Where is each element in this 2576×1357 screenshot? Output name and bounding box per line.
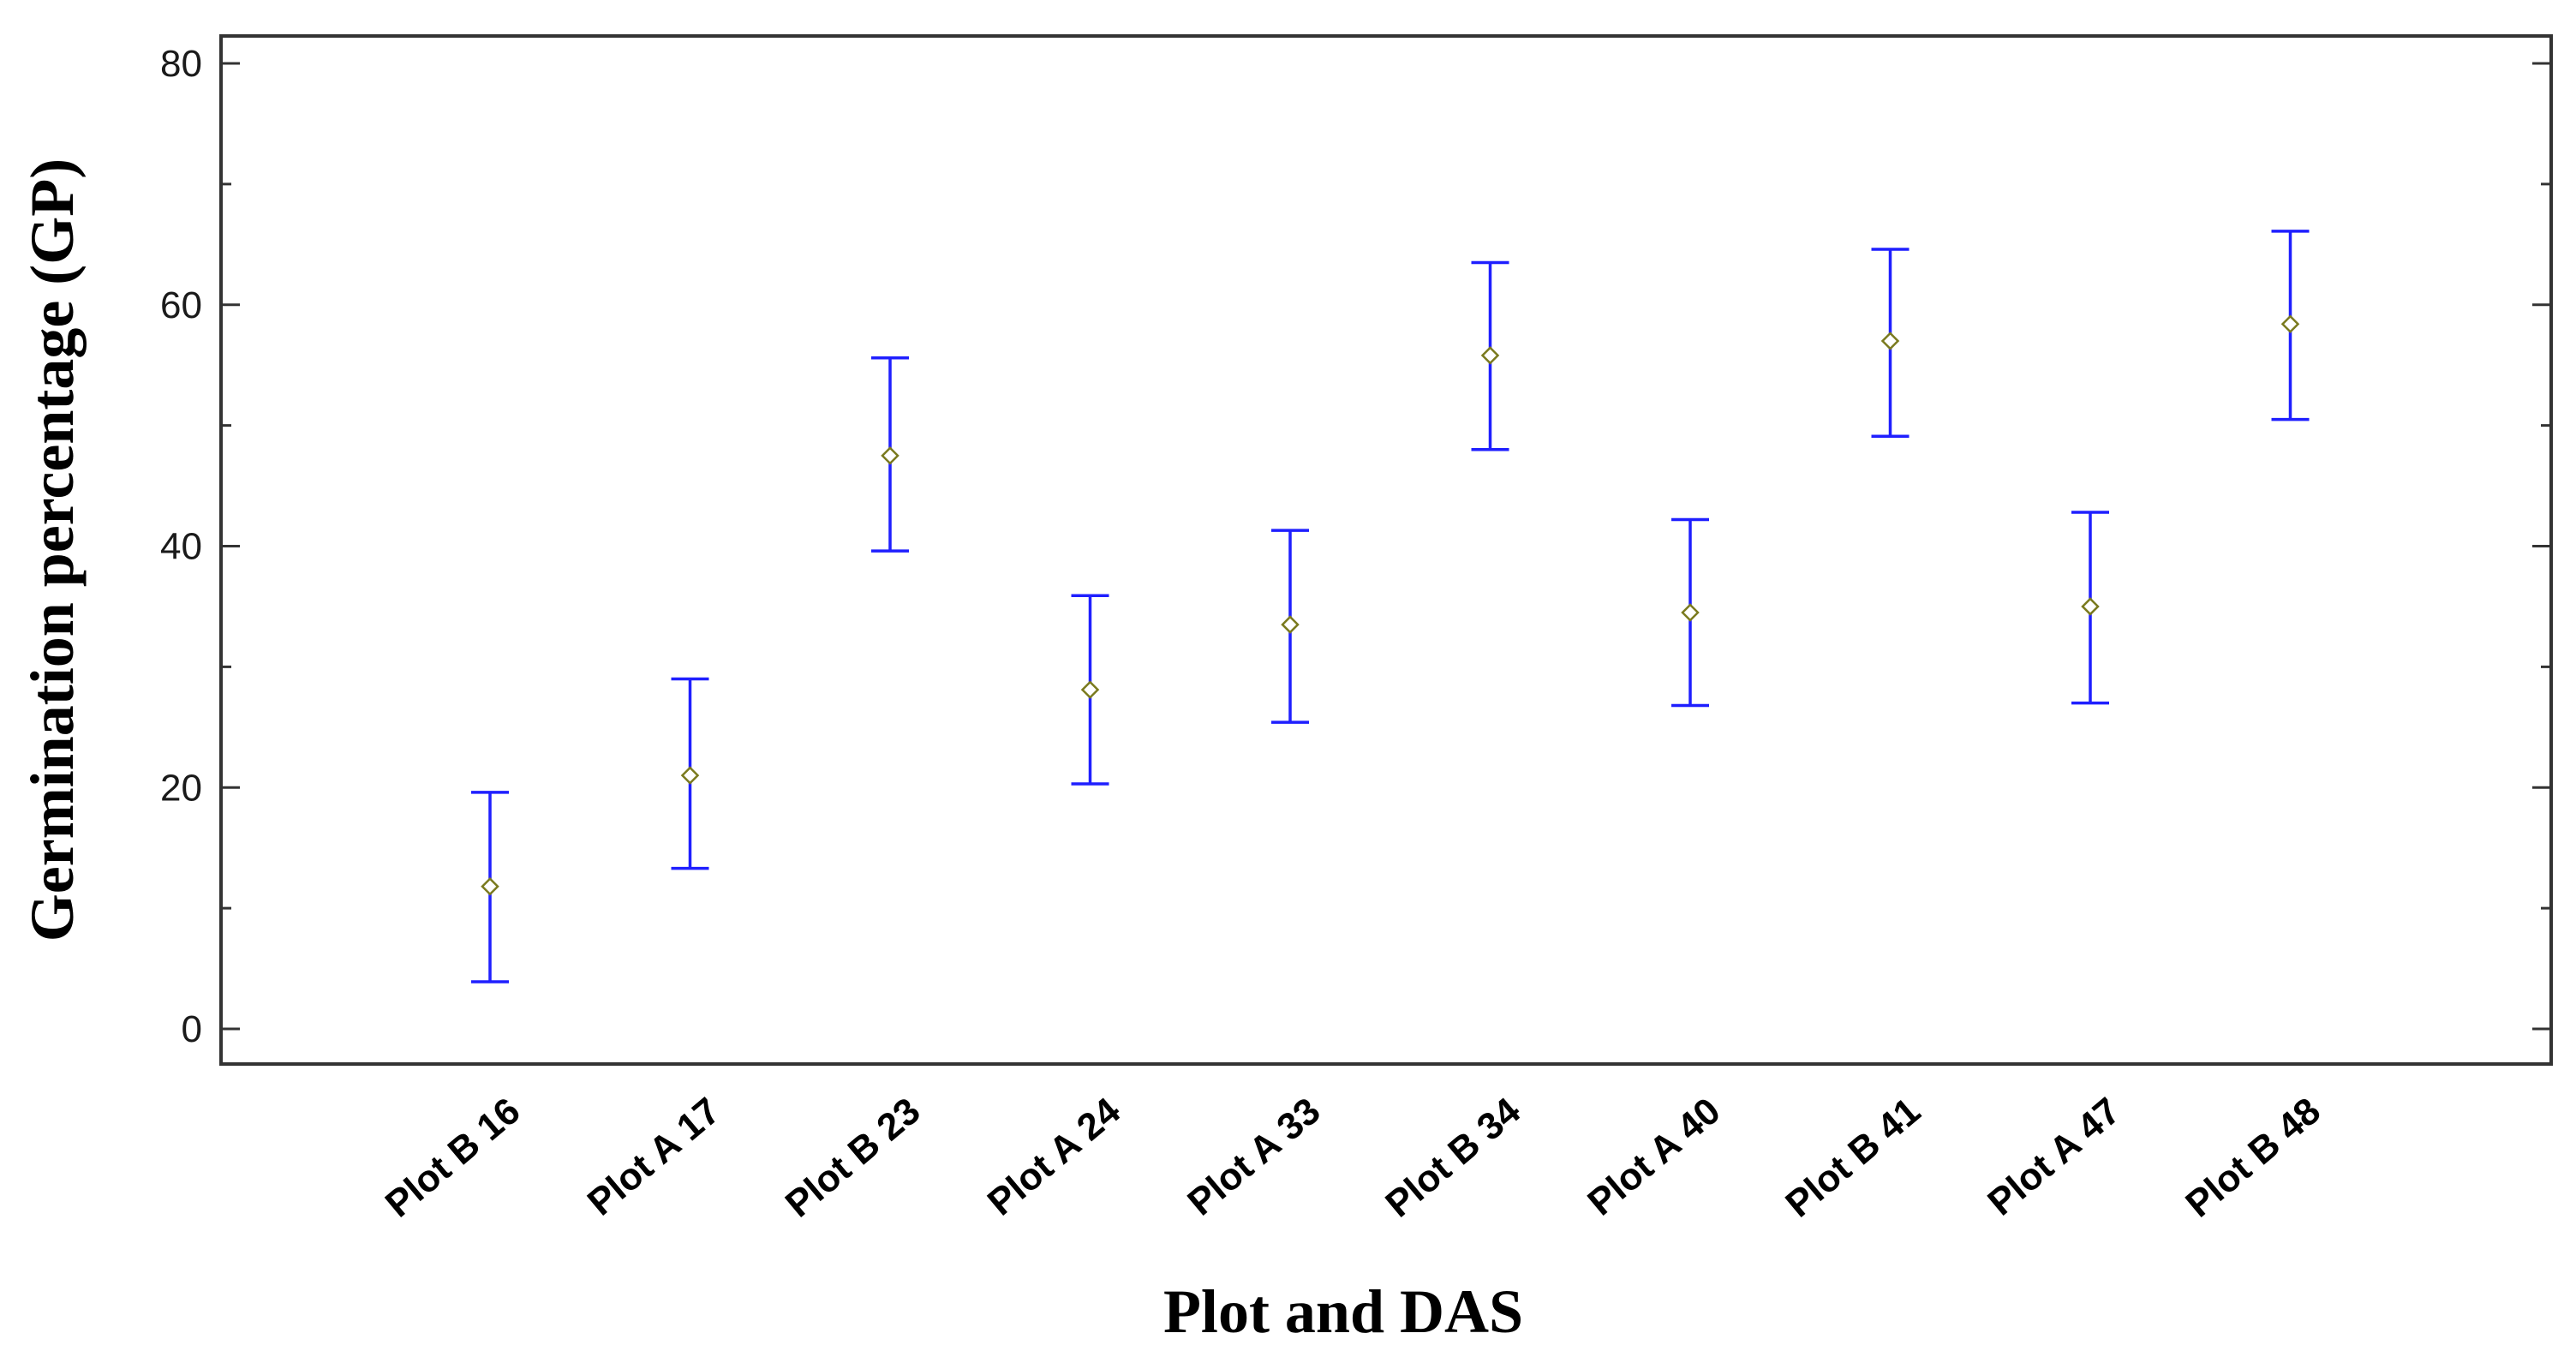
- error-bars-layer: [471, 230, 2310, 983]
- mean-marker: [2081, 597, 2100, 616]
- x-category-label: Plot A 47: [1980, 1090, 2128, 1223]
- x-category-label: Plot B 48: [2178, 1090, 2328, 1226]
- x-category-label: Plot A 17: [580, 1090, 728, 1223]
- x-category-label: Plot B 41: [1778, 1090, 1928, 1226]
- mean-marker: [1080, 680, 1100, 699]
- mean-marker: [2280, 314, 2300, 334]
- x-category-label: Plot B 34: [1378, 1090, 1528, 1226]
- x-category-label: Plot A 24: [980, 1090, 1129, 1224]
- y-tick-label: 40: [160, 526, 202, 568]
- x-category-label: Plot B 16: [378, 1090, 529, 1226]
- x-category-label: Plot B 23: [778, 1090, 929, 1226]
- y-tick-label: 60: [160, 284, 202, 326]
- mean-marker: [481, 876, 499, 896]
- x-axis-title: Plot and DAS: [1163, 1277, 1523, 1346]
- y-tick-label: 80: [160, 43, 202, 85]
- plot-frame: [219, 34, 2553, 1066]
- mean-marker: [1681, 603, 1700, 622]
- x-category-label: Plot A 33: [1180, 1090, 1328, 1223]
- y-axis-title: Germination percentage (GP): [18, 158, 87, 942]
- mean-marker: [1480, 346, 1500, 365]
- mean-marker: [1880, 332, 1900, 350]
- y-tick-label: 0: [182, 1008, 202, 1050]
- y-tick-label: 20: [160, 767, 202, 809]
- mean-marker: [1281, 615, 1300, 634]
- mean-marker: [680, 766, 700, 785]
- ticks-layer: 0 20 40 60 80: [160, 43, 2551, 1050]
- mean-marker: [881, 446, 900, 465]
- category-labels-layer: Plot B 16 Plot A 17 Plot B 23 Plot A 24 Plot…: [378, 1090, 2328, 1226]
- x-category-label: Plot A 40: [1580, 1090, 1728, 1223]
